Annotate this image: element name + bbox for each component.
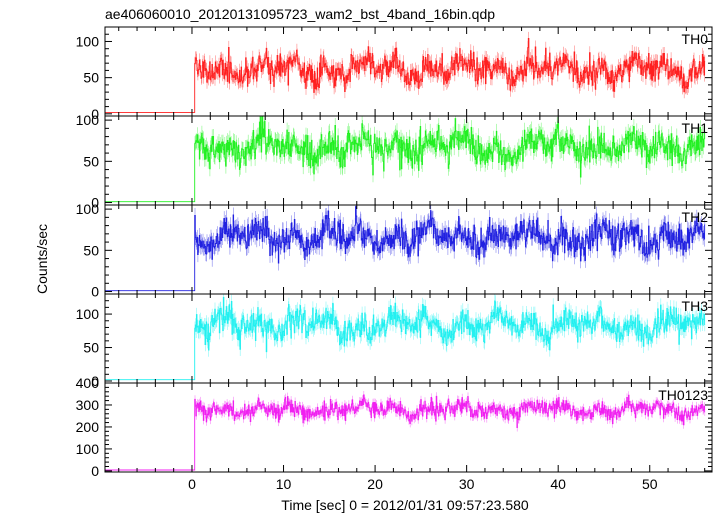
- y-tick-label: 50: [83, 153, 99, 169]
- panel-th2: 0 50 100 TH2: [76, 201, 713, 300]
- series-th0123: [105, 391, 706, 471]
- y-tick-label: 400: [76, 375, 100, 391]
- x-tick-label: 10: [276, 476, 292, 492]
- panel-th3: 0 50 100 TH3: [76, 293, 713, 389]
- x-tick-label: 40: [550, 476, 566, 492]
- x-tick-label: 0: [188, 476, 196, 492]
- curve-th0: [105, 37, 706, 113]
- x-tick-label: 20: [367, 476, 383, 492]
- panel-label-th1: TH1: [682, 120, 709, 136]
- y-tick-label: 100: [76, 33, 100, 49]
- y-tick-label: 100: [76, 201, 100, 217]
- y-axis-label: Counts/sec: [34, 224, 50, 294]
- panel-frame: [104, 382, 713, 473]
- y-tick-label: 100: [76, 112, 100, 128]
- x-tick-label: 50: [642, 476, 658, 492]
- y-tick-label: 50: [83, 70, 99, 86]
- y-tick-label: 200: [76, 419, 100, 435]
- panel-label-th0123: TH0123: [658, 387, 708, 403]
- panel-th0123: 0 100 200 300 400 TH0123: [76, 375, 713, 479]
- y-tick-label: 0: [91, 373, 99, 389]
- series-th3: [105, 294, 706, 381]
- curve-th2: [105, 206, 706, 292]
- chart-title: ae406060010_20120131095723_wam2_bst_4ban…: [105, 6, 495, 22]
- y-tick-label: 300: [76, 397, 100, 413]
- y-tick-label: 0: [91, 195, 99, 211]
- curve-th0123: [105, 394, 706, 471]
- y-tick-label: 0: [91, 284, 99, 300]
- panel-label-th0: TH0: [682, 31, 709, 47]
- x-axis-label: Time [sec] 0 = 2012/01/31 09:57:23.580: [281, 497, 529, 513]
- x-tick-label: 30: [459, 476, 475, 492]
- series-th1: [105, 116, 706, 203]
- y-tick-label: 50: [83, 242, 99, 258]
- panel-label-th3: TH3: [682, 298, 709, 314]
- series-th0: [105, 31, 706, 113]
- panel-th0: 0 50 100 TH0: [76, 26, 713, 122]
- y-tick-label: 0: [91, 106, 99, 122]
- y-tick-label: 100: [76, 441, 100, 457]
- series-th2: [105, 205, 706, 292]
- panel-label-th2: TH2: [682, 209, 709, 225]
- y-tick-label: 0: [91, 463, 99, 479]
- y-tick-label: 50: [83, 340, 99, 356]
- curve-th1: [105, 116, 706, 203]
- panel-th1: 0 50 100 TH1: [76, 112, 713, 211]
- curve-th3: [105, 296, 706, 381]
- y-tick-label: 100: [76, 306, 100, 322]
